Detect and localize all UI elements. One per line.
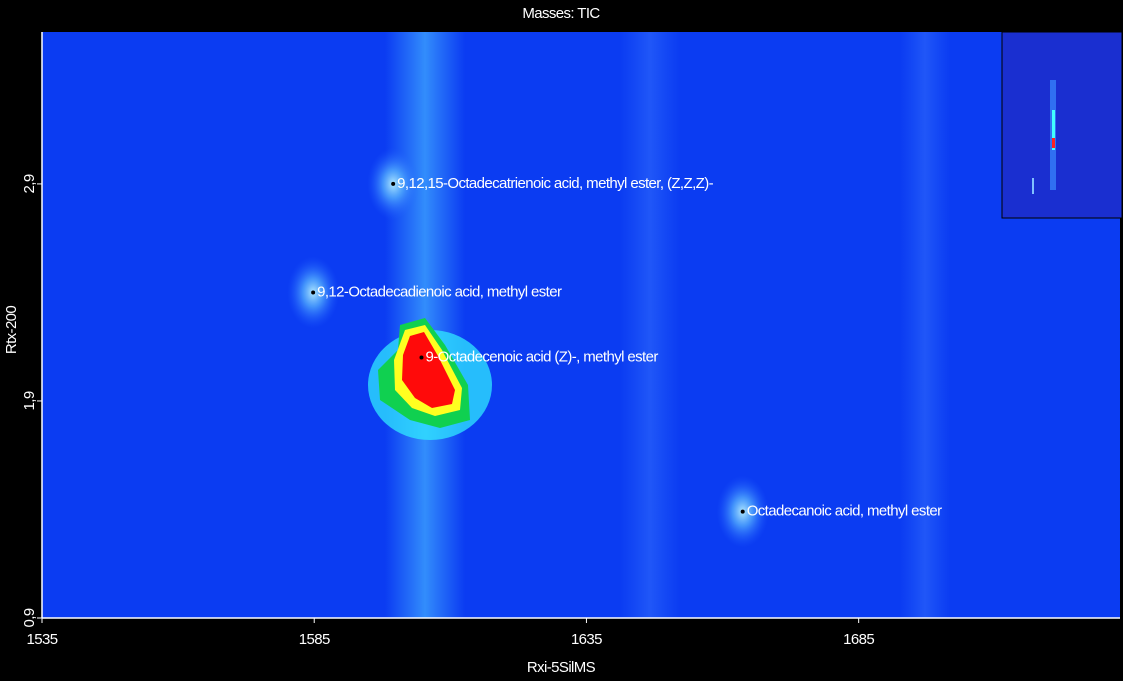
peak-label: Octadecanoic acid, methyl ester <box>747 503 942 520</box>
chart: 9,12,15-Octadecatrienoic acid, methyl es… <box>0 0 1123 681</box>
x-tick-label: 1535 <box>27 631 58 648</box>
x-axis-label: Rxi-5SilMS <box>527 659 596 676</box>
plot-area <box>42 32 1120 618</box>
peak-marker <box>419 356 423 360</box>
x-tick-label: 1685 <box>843 631 874 648</box>
peak-marker <box>391 182 395 186</box>
y-tick-label: 2,9 <box>21 174 38 193</box>
peak-label: 9,12-Octadecadienoic acid, methyl ester <box>317 283 562 300</box>
x-tick-label: 1635 <box>571 631 602 648</box>
y-tick-label: 1,9 <box>21 391 38 410</box>
peak-label: 9-Octadecenoic acid (Z)-, methyl ester <box>425 349 658 366</box>
x-tick-label: 1585 <box>299 631 330 648</box>
y-tick-label: 0,9 <box>21 608 38 627</box>
peak-marker <box>311 290 315 294</box>
column-streak <box>900 32 950 618</box>
overview-inset <box>1002 32 1122 218</box>
column-streak <box>620 32 680 618</box>
peak-label: 9,12,15-Octadecatrienoic acid, methyl es… <box>397 175 713 192</box>
y-axis-label: Rtx-200 <box>3 306 20 355</box>
peak-marker <box>741 510 745 514</box>
chart-title: Masses: TIC <box>522 5 600 22</box>
